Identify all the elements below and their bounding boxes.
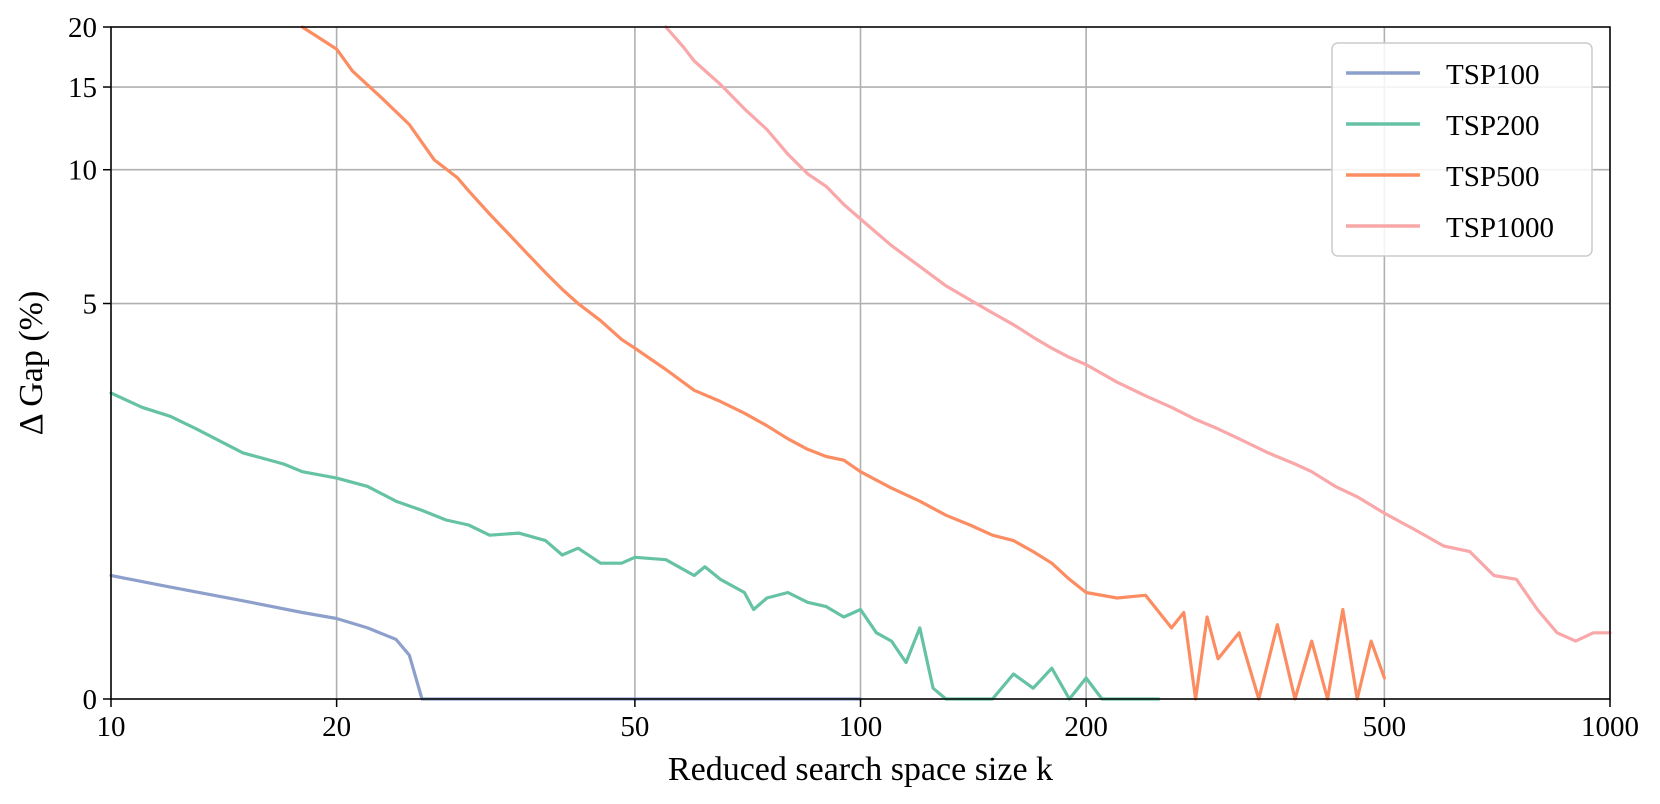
legend-label: TSP200 [1446,110,1539,142]
y-tick-label: 20 [68,12,97,44]
series-line-tsp100 [109,573,863,701]
x-tick-label: 20 [322,711,351,743]
y-axis-ticks: 0 5 10 15 20 [68,12,111,716]
x-axis-ticks: 10 20 50 100 200 500 1000 [97,699,1639,743]
legend-label: TSP1000 [1446,212,1554,244]
x-tick-label: 500 [1363,711,1407,743]
legend-label: TSP100 [1446,59,1539,91]
x-axis-label: Reduced search space size k [668,751,1053,788]
x-tick-label: 50 [620,711,649,743]
y-axis-label: Δ Gap (%) [13,291,50,436]
y-tick-label: 5 [83,289,98,321]
x-tick-label: 200 [1064,711,1108,743]
series-line-tsp1000 [664,25,1612,643]
y-tick-label: 0 [83,684,98,716]
x-tick-label: 1000 [1581,711,1639,743]
legend: TSP100 TSP200 TSP500 TSP1000 [1331,42,1593,257]
legend-box [1331,42,1593,257]
y-tick-label: 10 [68,155,97,187]
legend-label: TSP500 [1446,161,1539,193]
y-tick-label: 15 [68,72,97,104]
series-line-tsp500 [300,25,1387,701]
x-tick-label: 100 [839,711,883,743]
x-tick-label: 10 [97,711,126,743]
